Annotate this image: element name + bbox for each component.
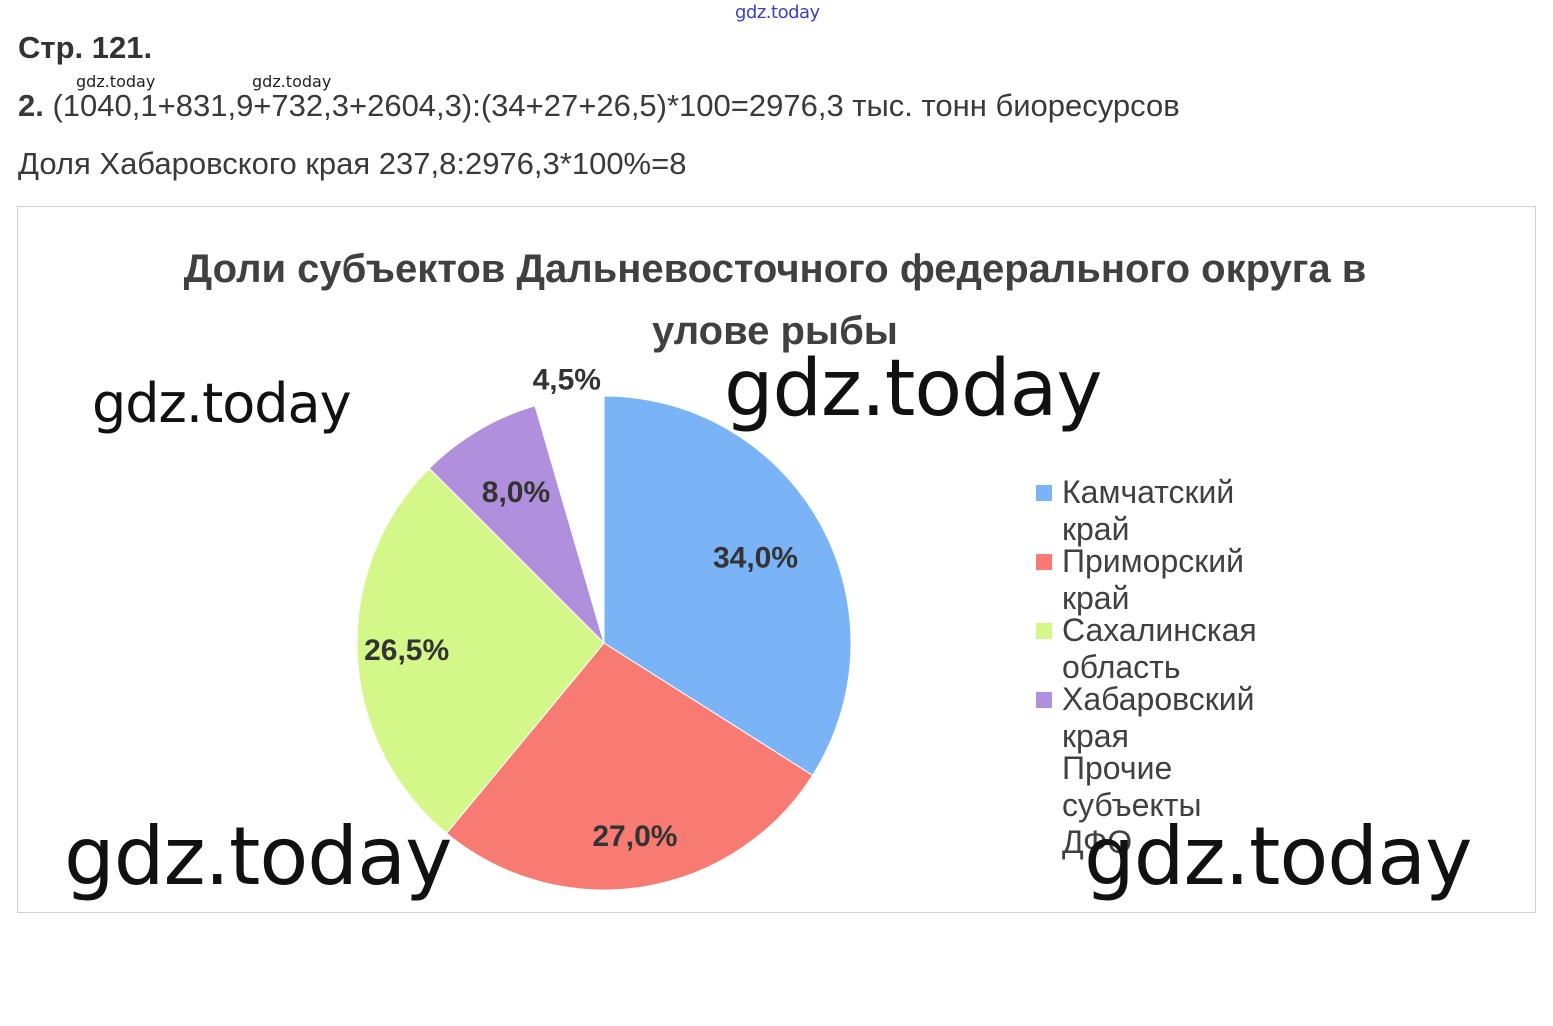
legend-swatch <box>1036 761 1052 777</box>
pie-slice <box>356 467 605 835</box>
pie-labels: 34,0% 27,0% 26,5% 8,0% 4,5% <box>364 363 798 853</box>
pie-slice <box>534 395 605 644</box>
legend-swatch <box>1036 485 1052 501</box>
legend-swatch <box>1036 623 1052 639</box>
pie-slice <box>428 405 605 644</box>
legend-label: Сахалинская область <box>1062 612 1257 685</box>
share-line: Доля Хабаровского края 237,8:2976,3*100%… <box>18 146 687 181</box>
pie-slice <box>445 642 814 891</box>
legend-swatch <box>1036 554 1052 570</box>
chart-title: Доли субъектов Дальневосточного федераль… <box>183 247 1367 353</box>
task-number: 2. <box>18 88 44 123</box>
watermark-big: gdz.today <box>64 810 452 903</box>
formula-text: (1040,1+831,9+732,3+2604,3):(34+27+26,5)… <box>52 88 1180 123</box>
watermark-big: gdz.today <box>1084 810 1472 903</box>
pie-slices <box>356 395 852 891</box>
legend-label: Приморский край <box>1062 543 1245 616</box>
legend-label: Хабаровский края <box>1062 681 1255 754</box>
page-heading: Стр. 121. <box>18 30 153 65</box>
watermark-top: gdz.today <box>735 2 820 23</box>
watermark-big: gdz.today <box>724 344 1103 434</box>
pie-data-label: 34,0% <box>713 542 798 575</box>
legend-swatch <box>1036 692 1052 708</box>
pie-data-label: 27,0% <box>592 820 677 853</box>
legend-label: Камчатский край <box>1062 474 1235 547</box>
pie-slice <box>603 395 852 777</box>
watermark-small: gdz.today <box>76 72 156 91</box>
pie-data-label: 8,0% <box>482 476 550 509</box>
formula-line: 2. (1040,1+831,9+732,3+2604,3):(34+27+26… <box>18 88 1180 124</box>
watermark-small: gdz.today <box>252 72 332 91</box>
legend-label: Прочие субъекты ДФО <box>1062 750 1202 860</box>
pie-data-label: 4,5% <box>533 363 601 396</box>
pie-data-label: 26,5% <box>364 634 449 667</box>
watermark-big: gdz.today <box>92 372 352 435</box>
